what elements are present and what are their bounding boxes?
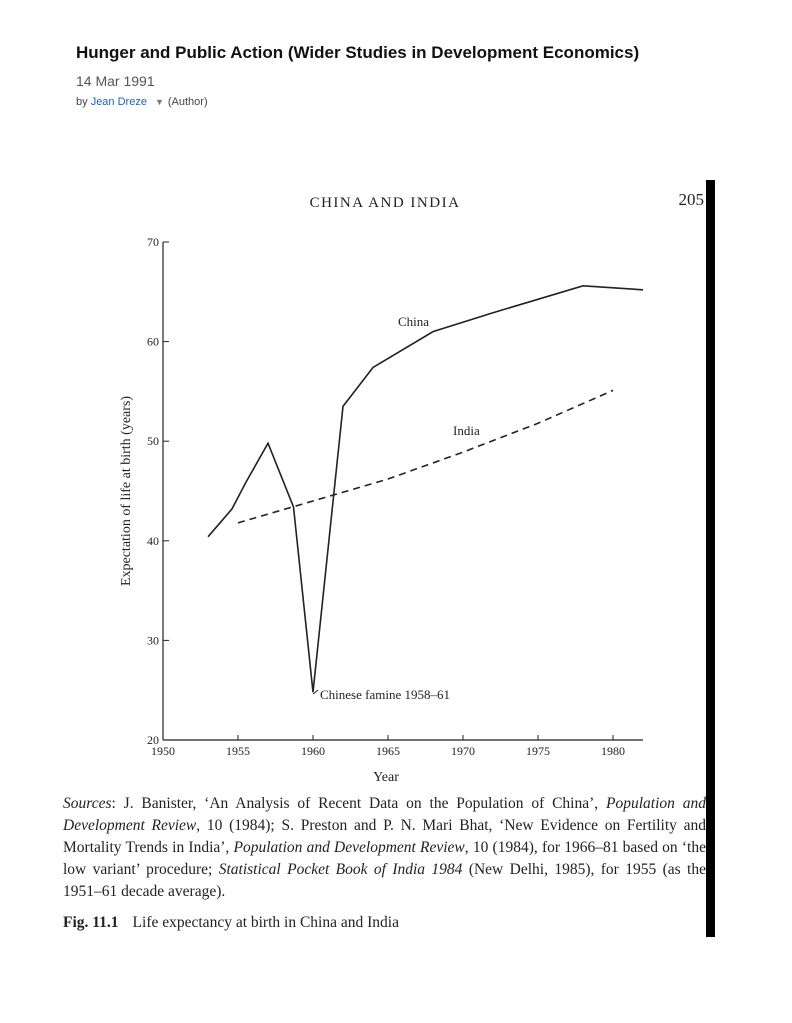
source-segment: Population and Development Review [233,839,465,856]
y-tick-label: 70 [147,235,159,249]
x-tick-label: 1970 [451,744,475,758]
dropdown[interactable]: ▼ [154,97,164,107]
source-segment: , 10 (1984), for 1966–81 based on ‘the l… [63,839,706,878]
page-edge [706,180,715,937]
x-tick-label: 1950 [151,744,175,758]
line [207,285,644,693]
by: by [76,96,88,108]
annotation: Chinese famine 1958–61 [320,687,450,702]
figure-label: Fig. 11.1 [63,914,119,931]
author[interactable]: Jean Dreze [90,96,147,108]
y-tick-label: 60 [147,335,159,349]
running-head: CHINA AND INDIA [310,195,461,211]
y-tick-label: 40 [147,534,159,548]
role: (Author) [167,96,208,108]
source-segment: Sources [63,795,112,812]
x-tick-label: 1975 [526,744,550,758]
y-tick-label: 50 [147,434,159,448]
line [237,389,614,524]
source-segment: (New Delhi, 1985), for 1955 (as the 1951… [63,861,706,900]
x-tick-label: 1960 [301,744,325,758]
x-axis-label: Year [373,770,399,785]
series-label: India [453,423,480,438]
series-label: China [398,314,429,329]
sources: Sources: J. Banister, ‘An Analysis of Re… [63,793,706,903]
source-segment: , 10 (1984); S. Preston and P. N. Mari B… [63,817,706,856]
source-segment: : J. Banister, ‘An Analysis of Recent Da… [111,795,607,812]
x-tick-label: 1980 [601,744,625,758]
x-tick-label: 1965 [376,744,400,758]
figure-caption: Fig. 11.1 Life expectancy at birth in Chi… [63,914,399,932]
book-title: Hunger and Public Action (Wider Studies … [76,43,640,62]
source-segment: Statistical Pocket Book of India 1984 [218,861,463,878]
date: 14 Mar 1991 [76,73,155,89]
y-axis-label: Expectation of life at birth (years) [119,396,134,586]
source-segment: Population and Development Review [63,795,707,834]
x-tick-label: 1955 [226,744,250,758]
page-number: 205 [679,190,705,209]
annotation-pointer [312,689,319,695]
y-tick-label: 20 [147,733,159,747]
y-tick-label: 30 [147,633,159,647]
byline: by Jean Dreze ▼ (Author) [76,96,208,108]
caption-text: Life expectancy at birth in China and In… [132,914,399,931]
